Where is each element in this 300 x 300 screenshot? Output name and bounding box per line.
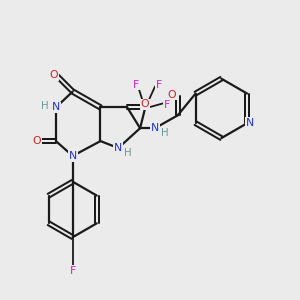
Text: O: O: [141, 99, 149, 110]
Text: F: F: [133, 80, 139, 90]
Text: F: F: [156, 80, 162, 90]
Text: O: O: [50, 70, 58, 80]
Text: O: O: [167, 89, 176, 100]
Text: F: F: [70, 266, 76, 276]
Text: N: N: [114, 143, 122, 153]
Text: N: N: [246, 118, 254, 128]
Text: N: N: [151, 123, 159, 133]
Text: N: N: [52, 102, 60, 112]
Text: O: O: [33, 136, 41, 146]
Text: F: F: [164, 100, 170, 110]
Text: H: H: [41, 101, 49, 111]
Text: N: N: [69, 151, 77, 161]
Text: H: H: [161, 128, 169, 138]
Text: H: H: [124, 148, 132, 158]
